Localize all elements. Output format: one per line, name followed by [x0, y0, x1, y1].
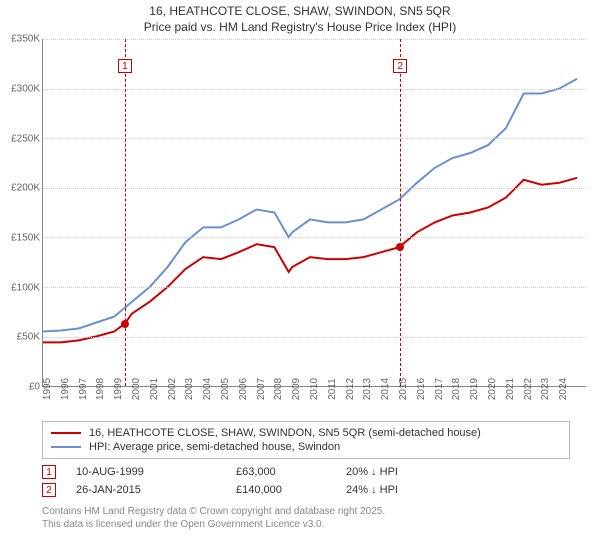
x-tick: 2023 [540, 378, 551, 400]
y-tick: £0 [29, 382, 40, 393]
x-tick: 2010 [309, 378, 320, 400]
sale-delta: 20% ↓ HPI [346, 466, 570, 478]
sale-tag: 1 [42, 465, 56, 479]
footer: Contains HM Land Registry data © Crown c… [42, 505, 570, 531]
y-tick: £200K [11, 183, 40, 194]
title-line-2: Price paid vs. HM Land Registry's House … [0, 20, 600, 36]
x-tick: 2005 [220, 378, 231, 400]
legend-row: 16, HEATHCOTE CLOSE, SHAW, SWINDON, SN5 … [51, 426, 561, 440]
chart-area: £0£50K£100K£150K£200K£250K£300K£350K 12 … [0, 39, 590, 417]
sale-row: 2 26-JAN-2015 £140,000 24% ↓ HPI [42, 481, 570, 499]
x-tick: 2006 [238, 378, 249, 400]
x-axis: 1995199619971998199920002001200220032004… [42, 387, 586, 417]
x-tick: 2003 [184, 378, 195, 400]
series-line [43, 178, 577, 343]
x-tick: 1999 [113, 378, 124, 400]
x-tick: 1995 [42, 378, 53, 400]
sale-price: £140,000 [236, 484, 326, 496]
x-tick: 2016 [416, 378, 427, 400]
sale-delta: 24% ↓ HPI [346, 484, 570, 496]
x-tick: 2014 [380, 378, 391, 400]
x-tick: 2001 [149, 378, 160, 400]
x-tick: 2020 [487, 378, 498, 400]
footer-line-1: Contains HM Land Registry data © Crown c… [42, 505, 570, 518]
y-tick: £300K [11, 83, 40, 94]
x-tick: 1998 [95, 378, 106, 400]
y-tick: £100K [11, 282, 40, 293]
x-tick: 2018 [451, 378, 462, 400]
x-tick: 2004 [202, 378, 213, 400]
marker-tag: 2 [393, 59, 407, 73]
y-tick: £350K [11, 34, 40, 45]
marker-tag: 1 [118, 59, 132, 73]
x-tick: 2008 [273, 378, 284, 400]
marker-dot [396, 243, 404, 251]
legend: 16, HEATHCOTE CLOSE, SHAW, SWINDON, SN5 … [42, 421, 570, 459]
legend-row: HPI: Average price, semi-detached house,… [51, 440, 561, 454]
x-tick: 2015 [398, 378, 409, 400]
title-block: 16, HEATHCOTE CLOSE, SHAW, SWINDON, SN5 … [0, 0, 600, 37]
marker-line [400, 39, 401, 386]
x-tick: 2013 [362, 378, 373, 400]
x-tick: 2024 [558, 378, 569, 400]
sale-date: 26-JAN-2015 [76, 484, 216, 496]
x-tick: 2021 [505, 378, 516, 400]
x-tick: 2000 [131, 378, 142, 400]
sales-table: 1 10-AUG-1999 £63,000 20% ↓ HPI 2 26-JAN-2015… [42, 463, 570, 499]
x-tick: 2009 [291, 378, 302, 400]
sale-row: 1 10-AUG-1999 £63,000 20% ↓ HPI [42, 463, 570, 481]
x-tick: 1997 [78, 378, 89, 400]
series-line [43, 79, 577, 332]
x-tick: 2022 [523, 378, 534, 400]
marker-line [125, 39, 126, 386]
sale-tag: 2 [42, 483, 56, 497]
x-tick: 2011 [327, 378, 338, 400]
plot-region: 12 [42, 39, 586, 387]
chart-container: 16, HEATHCOTE CLOSE, SHAW, SWINDON, SN5 … [0, 0, 600, 560]
x-tick: 1996 [60, 378, 71, 400]
legend-label: HPI: Average price, semi-detached house,… [89, 441, 340, 453]
x-tick: 2012 [345, 378, 356, 400]
legend-swatch [51, 432, 81, 434]
marker-dot [121, 320, 129, 328]
x-tick: 2007 [256, 378, 267, 400]
legend-label: 16, HEATHCOTE CLOSE, SHAW, SWINDON, SN5 … [89, 427, 481, 439]
y-tick: £250K [11, 133, 40, 144]
title-line-1: 16, HEATHCOTE CLOSE, SHAW, SWINDON, SN5 … [0, 4, 600, 20]
y-tick: £150K [11, 233, 40, 244]
x-tick: 2002 [167, 378, 178, 400]
y-axis: £0£50K£100K£150K£200K£250K£300K£350K [0, 39, 42, 387]
sale-price: £63,000 [236, 466, 326, 478]
x-tick: 2017 [434, 378, 445, 400]
y-tick: £50K [17, 332, 40, 343]
footer-line-2: This data is licensed under the Open Gov… [42, 518, 570, 531]
sale-date: 10-AUG-1999 [76, 466, 216, 478]
x-tick: 2019 [469, 378, 480, 400]
legend-swatch [51, 446, 81, 448]
